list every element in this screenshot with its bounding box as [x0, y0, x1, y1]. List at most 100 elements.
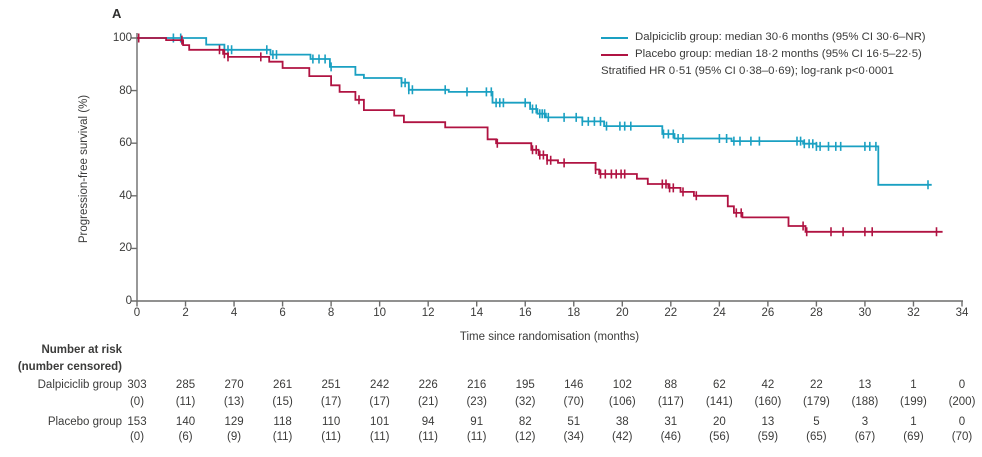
- censored-value: (0): [129, 396, 145, 408]
- censored-value: (15): [272, 396, 293, 408]
- censored-value: (56): [709, 431, 730, 443]
- at-risk-value: 251: [321, 379, 341, 391]
- censored-value: (200): [948, 396, 976, 408]
- at-risk-value: 270: [224, 379, 244, 391]
- at-risk-value: 82: [518, 416, 532, 428]
- x-tick-label: 32: [907, 307, 920, 319]
- legend-label-dalpiciclib: Dalpiciclib group: median 30·6 months (9…: [635, 31, 926, 43]
- x-tick-label: 18: [567, 307, 581, 319]
- censored-value: (160): [754, 396, 782, 408]
- at-risk-value: 20: [712, 416, 726, 428]
- at-risk-value: 216: [467, 379, 487, 391]
- censored-value: (11): [321, 431, 341, 443]
- censored-value: (9): [227, 431, 242, 443]
- stratified-hr-annotation: Stratified HR 0·51 (95% CI 0·38–0·69); l…: [601, 65, 894, 77]
- x-tick-label: 6: [279, 307, 286, 319]
- at-risk-value: 88: [664, 379, 678, 391]
- x-tick-label: 26: [761, 307, 775, 319]
- y-tick-label: 40: [119, 189, 132, 202]
- censored-value: (59): [757, 431, 779, 443]
- placebo-censor-marks: [137, 33, 938, 237]
- placebo-curve: [137, 37, 943, 233]
- x-tick-label: 10: [373, 307, 387, 319]
- censored-value: (23): [466, 396, 487, 408]
- x-tick-label: 0: [133, 307, 141, 319]
- censored-value: (11): [418, 431, 438, 443]
- censored-value: (46): [660, 431, 682, 443]
- censored-value: (17): [369, 396, 390, 408]
- at-risk-value: 51: [567, 416, 581, 428]
- at-risk-value: 285: [175, 379, 196, 391]
- censored-value: (11): [272, 431, 293, 443]
- at-risk-value: 31: [664, 416, 678, 428]
- censored-value: (188): [851, 396, 879, 408]
- at-risk-value: 242: [370, 379, 390, 391]
- legend-item-dalpiciclib: Dalpiciclib group: median 30·6 months (9…: [601, 29, 926, 46]
- censored-value: (141): [705, 396, 733, 408]
- risk-table-header-line2: (number censored): [17, 361, 122, 373]
- censored-value: (67): [854, 431, 876, 443]
- y-axis-title: Progression-free survival (%): [78, 94, 90, 244]
- at-risk-value: 38: [615, 416, 629, 428]
- at-risk-value: 129: [224, 416, 244, 428]
- x-tick-label: 16: [518, 307, 532, 319]
- at-risk-value: 62: [712, 379, 726, 391]
- dalpiciclib-curve: [137, 37, 932, 186]
- censored-value: (179): [802, 396, 830, 408]
- dalpiciclib-line-swatch: [601, 36, 628, 39]
- y-tick-label: 60: [119, 137, 132, 150]
- axis-ticks: [131, 37, 963, 307]
- y-tick-label: 80: [119, 84, 132, 97]
- censored-value: (34): [563, 431, 584, 443]
- at-risk-value: 5: [813, 416, 820, 428]
- risk-row-label: Dalpiciclib group: [37, 379, 122, 391]
- at-risk-value: 3: [861, 416, 869, 428]
- at-risk-value: 146: [564, 379, 584, 391]
- y-tick-label: 20: [119, 242, 132, 255]
- censored-value: (32): [515, 396, 536, 408]
- x-tick-label: 30: [858, 307, 872, 319]
- x-tick-label: 34: [955, 307, 969, 319]
- at-risk-value: 153: [127, 416, 147, 428]
- risk-table-header-line1: Number at risk: [41, 344, 122, 356]
- censored-value: (199): [900, 396, 927, 408]
- x-tick-label: 28: [810, 307, 823, 319]
- dalpiciclib-censor-marks: [172, 33, 929, 190]
- x-tick-label: 20: [615, 307, 629, 319]
- placebo-line-swatch: [601, 53, 628, 56]
- at-risk-value: 118: [273, 416, 292, 428]
- risk-row-label: Placebo group: [47, 416, 122, 428]
- at-risk-value: 0: [958, 379, 966, 391]
- censored-value: (70): [563, 396, 584, 408]
- at-risk-value: 13: [858, 379, 872, 391]
- censored-value: (11): [369, 431, 390, 443]
- y-tick-label: 100: [112, 32, 132, 44]
- x-tick-label: 24: [712, 307, 726, 319]
- at-risk-value: 226: [418, 379, 438, 391]
- at-risk-value: 22: [810, 379, 823, 391]
- at-risk-value: 261: [272, 379, 293, 391]
- censored-value: (106): [608, 396, 636, 408]
- at-risk-value: 1: [910, 379, 917, 391]
- x-tick-label: 14: [470, 307, 484, 319]
- x-tick-label: 22: [664, 307, 678, 319]
- censored-value: (65): [806, 431, 827, 443]
- at-risk-value: 42: [761, 379, 775, 391]
- at-risk-value: 102: [612, 379, 632, 391]
- at-risk-value: 195: [515, 379, 535, 391]
- censored-value: (70): [951, 431, 973, 443]
- censored-value: (12): [515, 431, 536, 443]
- censored-value: (13): [223, 396, 245, 408]
- censored-value: (0): [129, 431, 145, 443]
- at-risk-value: 110: [321, 416, 341, 428]
- y-tick-label: 0: [125, 295, 132, 307]
- censored-value: (42): [612, 431, 633, 443]
- censored-value: (21): [417, 396, 439, 408]
- legend-item-placebo: Placebo group: median 18·2 months (95% C…: [601, 46, 926, 63]
- x-tick-label: 2: [182, 307, 189, 319]
- at-risk-value: 140: [175, 416, 196, 428]
- censored-value: (117): [657, 396, 684, 408]
- legend-label-placebo: Placebo group: median 18·2 months (95% C…: [635, 48, 922, 60]
